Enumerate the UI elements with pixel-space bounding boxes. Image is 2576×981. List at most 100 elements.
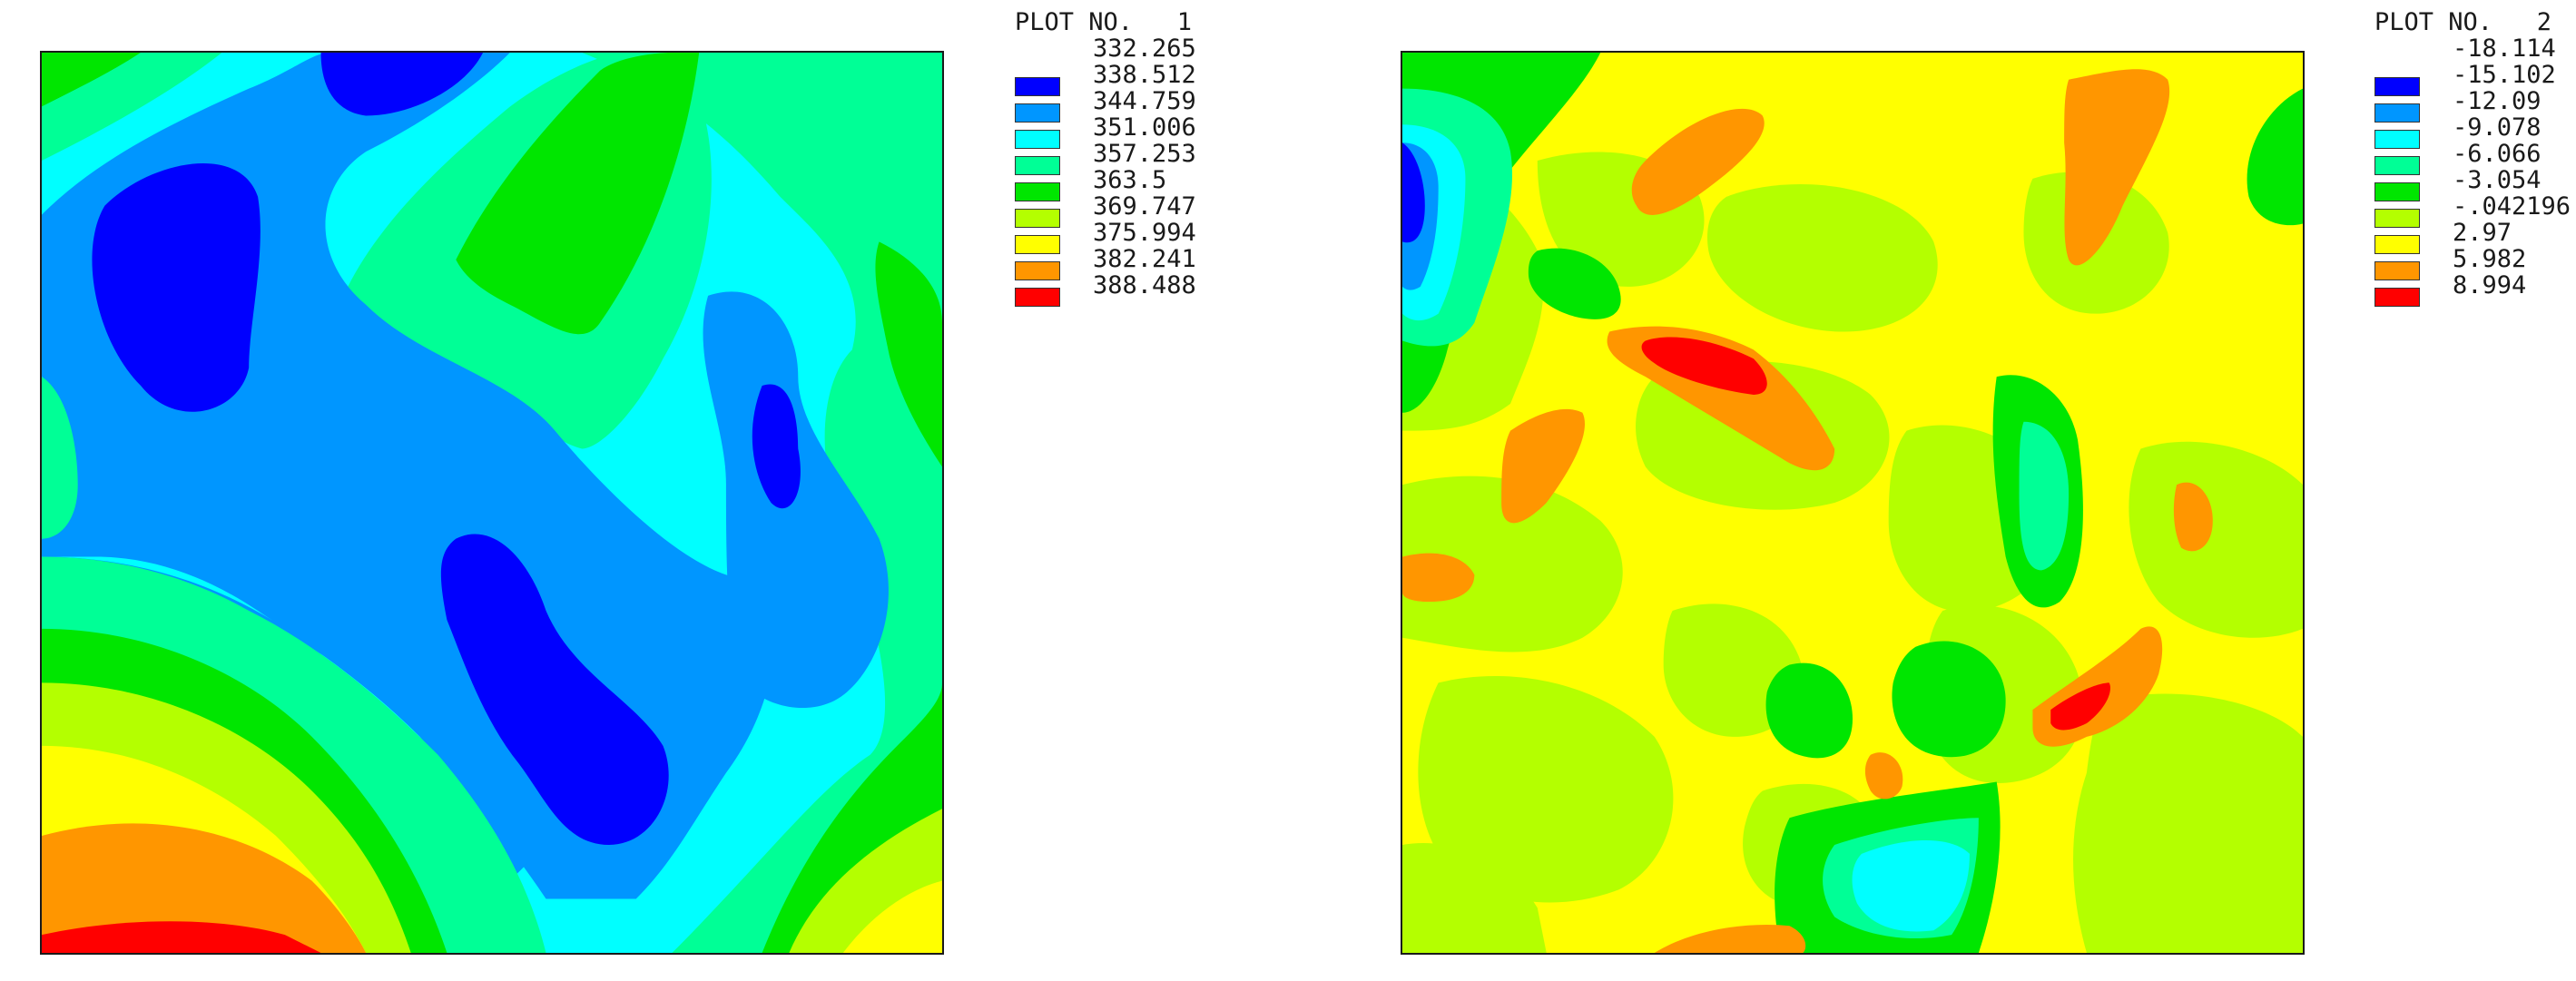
band-fill [440,534,669,845]
legend-swatch [2374,209,2420,228]
band-fill [2129,441,2303,638]
legend-swatch [2374,156,2420,175]
legend-row: -6.066 [2374,140,2551,201]
legend-row: -18.114 [2374,35,2556,96]
band-fill [320,53,484,116]
legend-value: 332.265 [1093,34,1196,63]
legend-row: 5.982 [2374,245,2551,307]
band-fill [1528,248,1621,319]
legend-row: 338.512 [1015,62,1196,123]
band-fill [456,53,700,335]
legend-1: PLOT NO. 1 332.265 338.512 344.759 351.0… [1015,8,1196,307]
band-fill [1765,662,1853,759]
legend-swatch [1015,209,1060,228]
legend-row: 344.759 [1015,88,1196,149]
legend-swatch [1015,156,1060,175]
legend-2: PLOT NO. 2 -18.114 -15.102 -12.09 -9.078… [2374,8,2571,307]
band-fill [1402,476,1623,652]
legend-title: PLOT NO. 1 [1015,8,1193,36]
band-fill [703,291,889,709]
legend-row: -15.102 [2374,62,2556,123]
legend-value: -15.102 [2453,61,2556,89]
band-fill [1402,142,1425,243]
band-fill [2050,682,2110,731]
band-fill [42,53,222,162]
band-fill [2247,88,2303,226]
band-fill [1852,840,1970,932]
band-fill [1706,184,1938,332]
contour-plot-2 [1401,51,2305,955]
band-fill [1654,925,1806,953]
contour-plot-1 [40,51,944,955]
band-fill [42,921,321,953]
legend-row: 382.241 [1015,246,1196,307]
legend-row: 2.97 [2374,219,2551,280]
legend-swatch [1015,261,1060,280]
legend-value: 5.982 [2453,245,2527,273]
legend-row: 375.994 [1015,220,1196,280]
band-fill [875,241,942,467]
band-fill [1864,752,1903,800]
band-fill [1631,108,1765,215]
legend-value: 344.759 [1093,87,1196,115]
legend-value: 388.488 [1093,271,1196,299]
legend-swatch [1015,182,1060,201]
legend-swatch [1015,288,1060,307]
legend-value: -3.054 [2453,166,2542,194]
legend-swatch [2374,261,2420,280]
legend-value: 338.512 [1093,61,1196,89]
band-fill [1418,675,1674,903]
band-fill [1641,337,1767,395]
band-fill [1402,553,1475,603]
legend-value: 375.994 [1093,219,1196,247]
band-fill [2019,421,2070,571]
band-fill [92,163,261,412]
legend-row: -.042196 [2374,193,2571,254]
legend-value: -.042196 [2453,192,2571,221]
band-fill [2073,693,2303,953]
legend-row: -9.078 [2374,113,2551,175]
legend-swatch [2374,77,2420,96]
legend-row: 351.006 [1015,114,1196,175]
legend-value: 382.241 [1093,245,1196,273]
band-fill [752,384,801,509]
legend-row: -3.054 [2374,166,2551,228]
legend-swatch [2374,288,2420,307]
band-fill [582,53,942,953]
legend-swatch [1015,235,1060,254]
band-fill [1892,641,2006,758]
legend-swatch [1015,103,1060,123]
legend-value: 357.253 [1093,140,1196,168]
legend-row: 357.253 [1015,141,1196,201]
legend-row: 369.747 [1015,193,1196,254]
legend-swatch [2374,130,2420,149]
legend-row: 332.265 [1015,35,1196,96]
legend-value: 2.97 [2453,219,2512,247]
band-fill [2064,69,2170,266]
band-fill [2173,482,2213,552]
legend-swatch [2374,103,2420,123]
legend-row: -12.09 [2374,87,2551,149]
band-fill [842,880,942,953]
legend-value: 351.006 [1093,113,1196,142]
legend-swatch [2374,235,2420,254]
legend-swatch [1015,77,1060,96]
band-fill [1402,843,1547,953]
legend-value: -9.078 [2453,113,2542,142]
legend-row: 8.994 [2374,272,2551,299]
band-fill [42,823,367,953]
legend-swatch [1015,130,1060,149]
legend-row: 388.488 [1015,272,1196,299]
band-fill [42,53,142,107]
legend-value: -12.09 [2453,87,2542,115]
band-fill [42,377,78,539]
legend-title: PLOT NO. 2 [2374,8,2552,36]
band-fill [1501,408,1585,524]
legend-value: 369.747 [1093,192,1196,221]
legend-swatch [2374,182,2420,201]
legend-value: 363.5 [1093,166,1167,194]
legend-value: 8.994 [2453,271,2527,299]
legend-value: -6.066 [2453,140,2542,168]
legend-row: 363.5 [1015,166,1192,228]
legend-value: -18.114 [2453,34,2556,63]
